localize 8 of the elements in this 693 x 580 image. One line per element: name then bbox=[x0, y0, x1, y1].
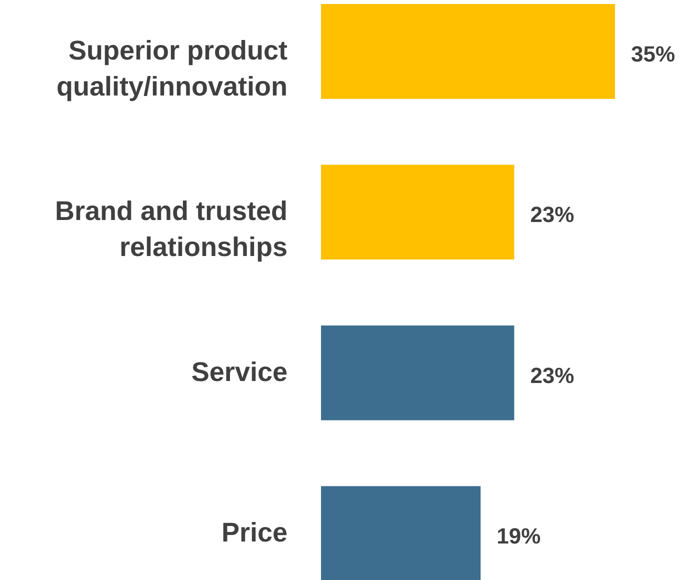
y-tick-label: Brand and trusted relationships bbox=[54, 196, 288, 262]
data-label: 23% bbox=[530, 202, 574, 228]
data-label: 23% bbox=[530, 362, 574, 388]
y-tick-label: Superior product quality/innovation bbox=[56, 35, 288, 102]
data-label: 35% bbox=[631, 41, 676, 66]
data-label: 19% bbox=[496, 524, 541, 549]
y-tick-label: Price bbox=[221, 518, 288, 548]
y-tick-label: Service bbox=[191, 356, 288, 387]
